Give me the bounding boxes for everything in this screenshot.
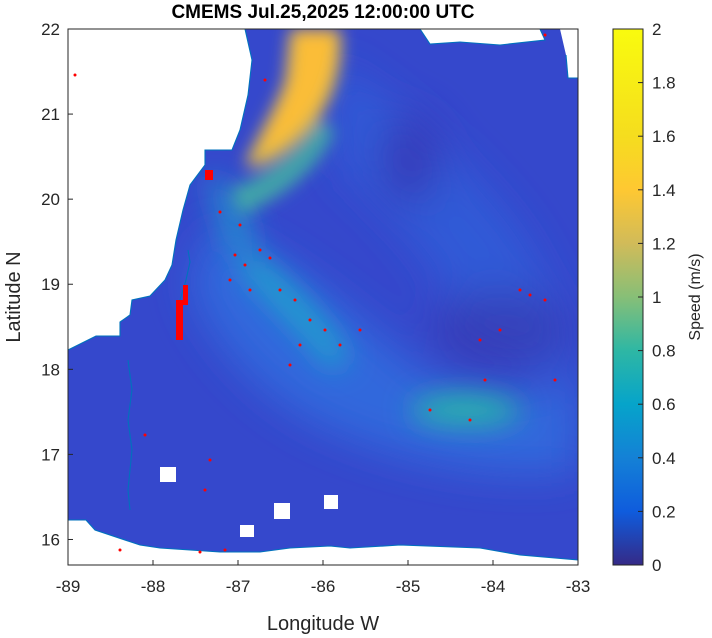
colorbar-tick-label: 1.2	[652, 234, 676, 253]
x-axis: -89 -88 -87 -86 -85 -84 -83	[56, 560, 591, 596]
x-tick-label: -84	[481, 577, 506, 596]
coastline	[68, 29, 578, 561]
y-tick-label: 21	[41, 105, 60, 124]
colorbar-ticks: 0 0.2 0.4 0.6 0.8 1 1.2 1.4 1.6 1.8 2	[638, 20, 676, 575]
x-tick-label: -83	[566, 577, 591, 596]
colorbar-tick-label: 1.4	[652, 181, 676, 200]
colorbar-tick-label: 0.8	[652, 342, 676, 361]
y-axis-label: Latitude N	[3, 251, 25, 342]
colorbar-tick-label: 0.2	[652, 502, 676, 521]
colorbar: 0 0.2 0.4 0.6 0.8 1 1.2 1.4 1.6 1.8 2 Speed (m/s)	[612, 20, 704, 575]
x-tick-label: -85	[396, 577, 421, 596]
y-tick-label: 22	[41, 20, 60, 39]
y-tick-label: 20	[41, 190, 60, 209]
x-axis-label: Longitude W	[267, 613, 379, 635]
speed-field	[68, 29, 578, 565]
x-tick-label: -87	[226, 577, 251, 596]
x-tick-label: -86	[311, 577, 336, 596]
colorbar-tick-label: 1	[652, 288, 661, 307]
colorbar-tick-label: 1.8	[652, 74, 676, 93]
colorbar-label: Speed (m/s)	[687, 253, 704, 340]
page-title: CMEMS Jul.25,2025 12:00:00 UTC	[171, 2, 475, 23]
colorbar-tick-label: 0.4	[652, 449, 676, 468]
y-tick-label: 16	[41, 530, 60, 549]
x-tick-label: -88	[141, 577, 166, 596]
drifter-markers	[73, 33, 557, 554]
colorbar-tick-label: 2	[652, 20, 661, 39]
y-axis: 16 17 18 19 20 21 22	[41, 20, 73, 549]
colorbar-tick-label: 0.6	[652, 395, 676, 414]
colorbar-tick-label: 1.6	[652, 127, 676, 146]
y-tick-label: 19	[41, 275, 60, 294]
y-tick-label: 17	[41, 445, 60, 464]
x-tick-label: -89	[56, 577, 81, 596]
y-tick-label: 18	[41, 360, 60, 379]
colorbar-tick-label: 0	[652, 556, 661, 575]
land-mask	[68, 29, 578, 565]
